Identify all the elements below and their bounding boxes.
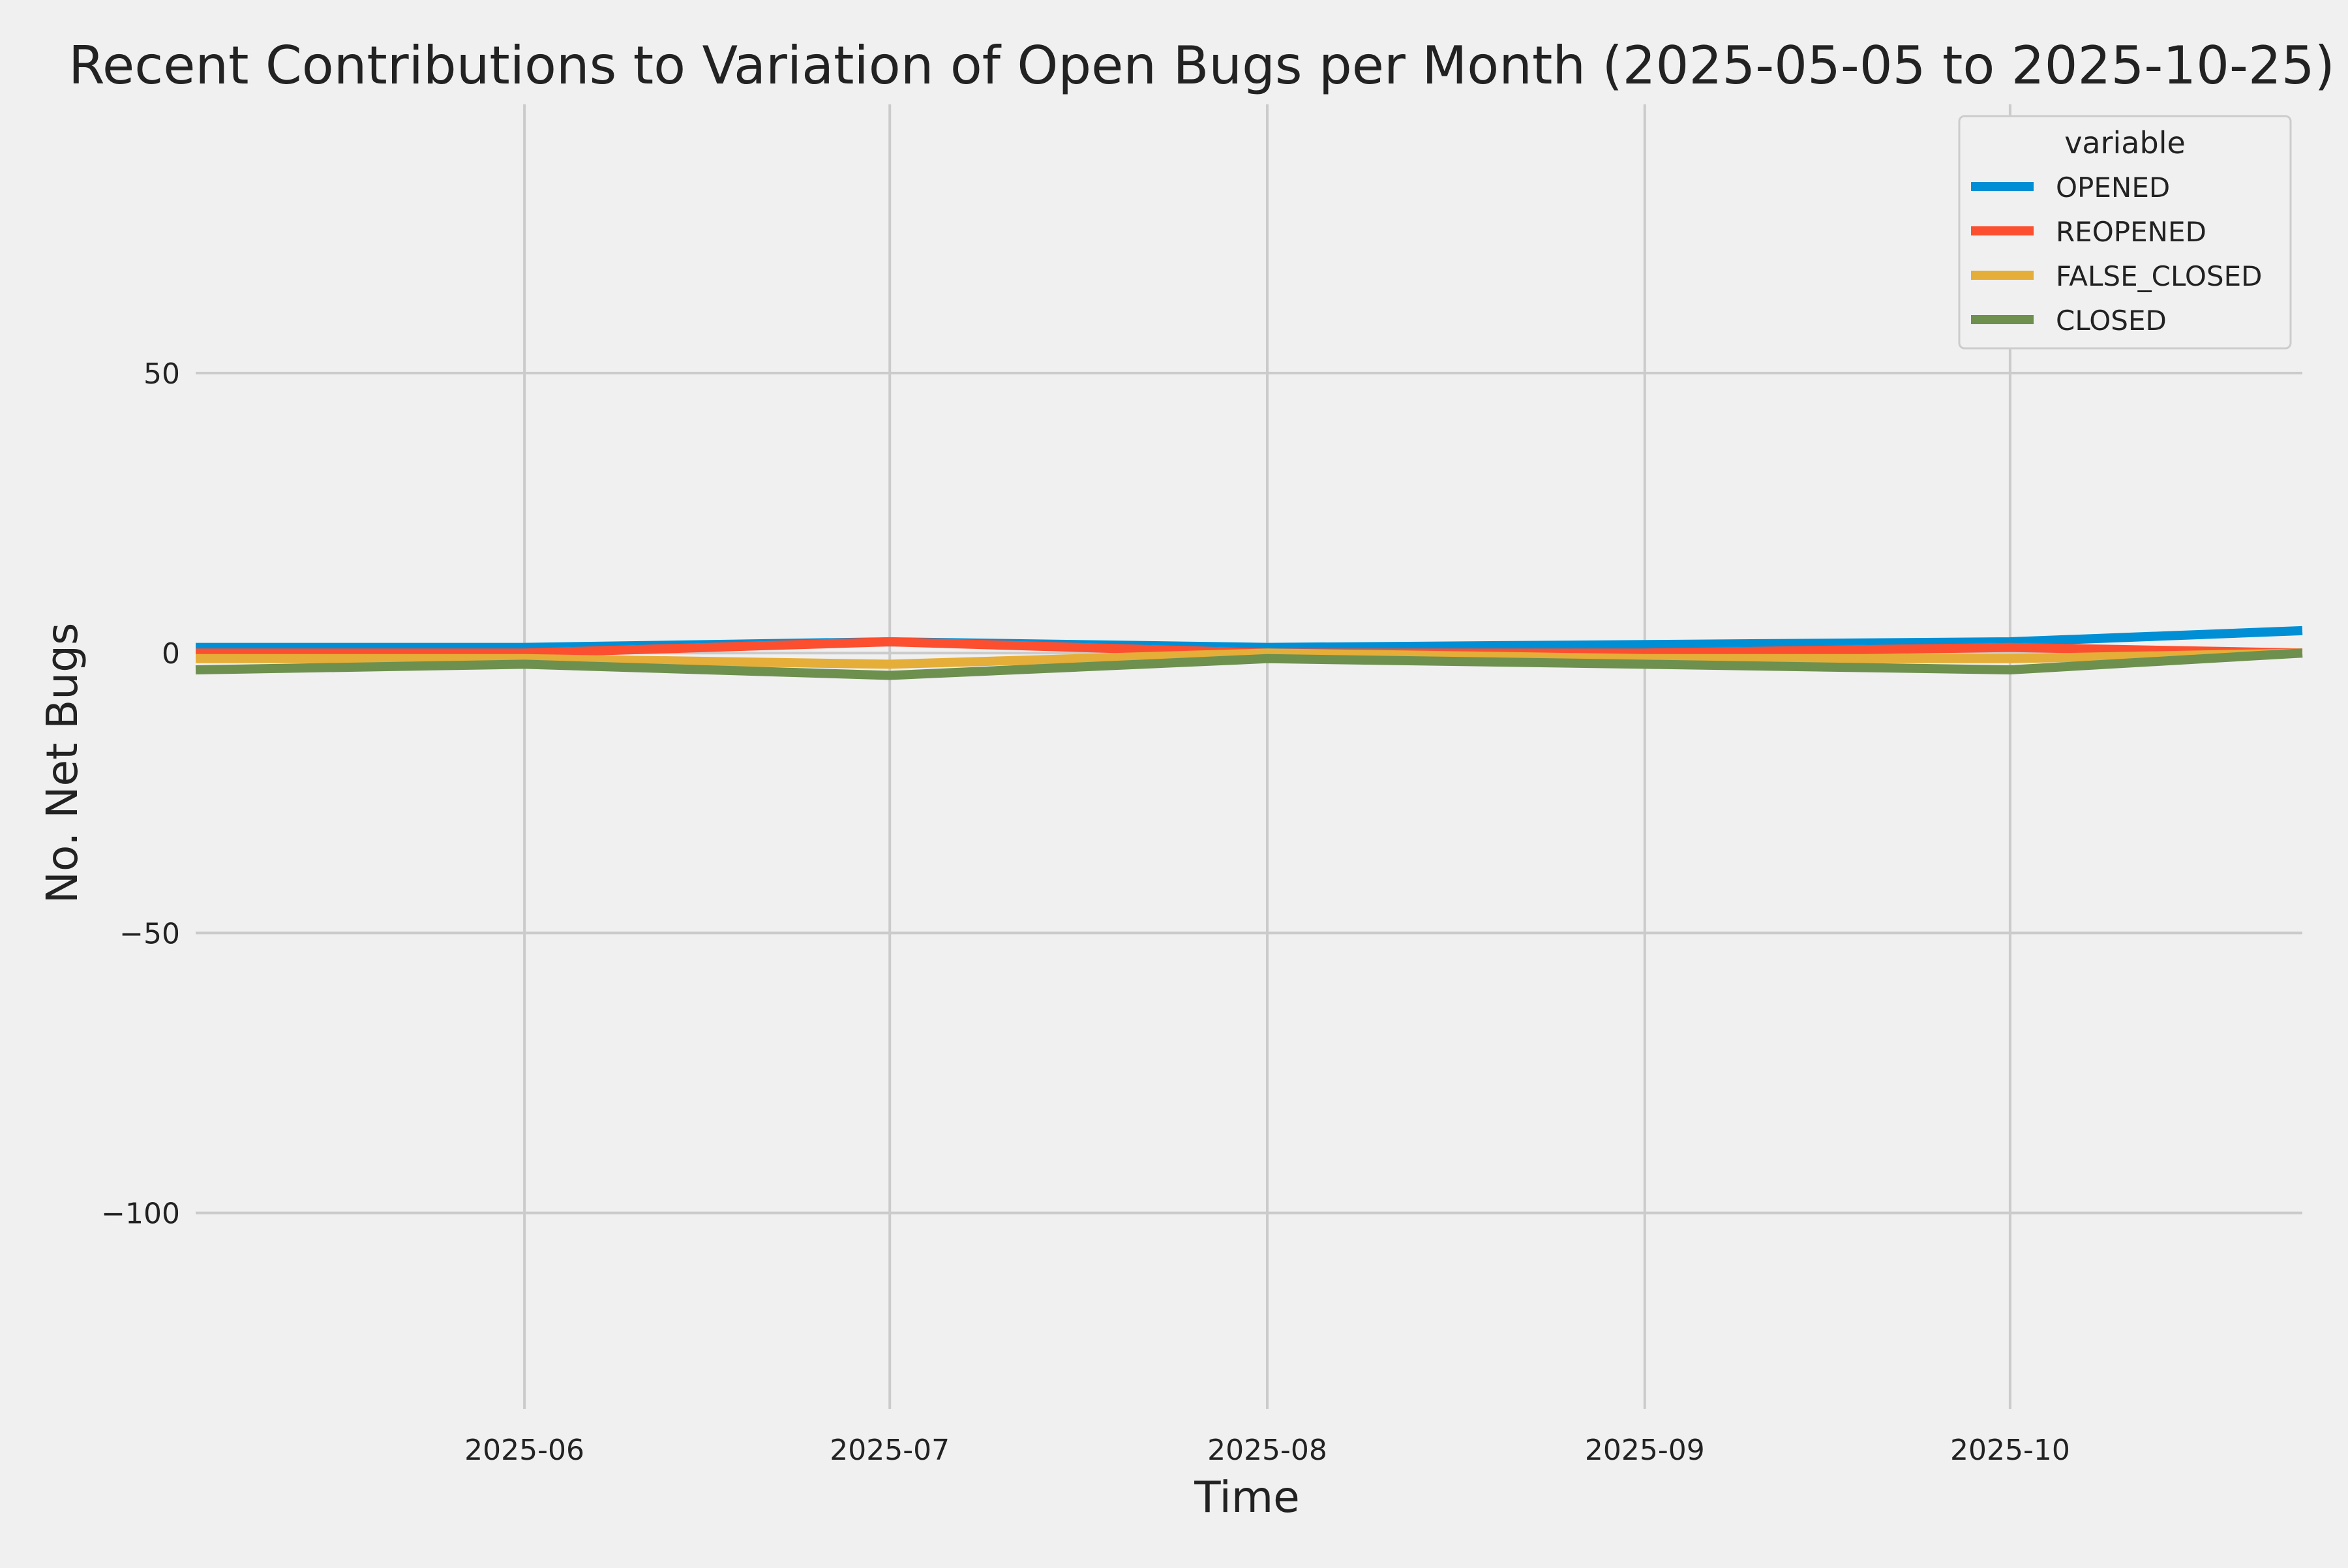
x-tick-label: 2025-06 bbox=[464, 1434, 584, 1467]
series-line-closed bbox=[195, 648, 2303, 680]
y-tick-label: 0 bbox=[162, 637, 180, 671]
legend-title: variable bbox=[2064, 125, 2186, 160]
chart-title: Recent Contributions to Variation of Ope… bbox=[68, 35, 2335, 96]
x-tick-label: 2025-08 bbox=[1207, 1434, 1327, 1467]
x-tick-label: 2025-10 bbox=[1950, 1434, 2070, 1467]
series-line-false-closed bbox=[196, 648, 2303, 669]
legend-label-reopened: REOPENED bbox=[2056, 216, 2206, 248]
x-tick-label: 2025-09 bbox=[1585, 1434, 1705, 1467]
series-line-opened bbox=[196, 626, 2303, 652]
x-axis-label: Time bbox=[1194, 1472, 1300, 1522]
x-tick-label: 2025-07 bbox=[830, 1434, 950, 1467]
x-axis-ticks: 2025-06 2025-07 2025-08 2025-09 2025-10 bbox=[464, 1434, 2070, 1467]
y-axis-label: No. Net Bugs bbox=[37, 623, 87, 904]
legend-label-closed: CLOSED bbox=[2056, 305, 2167, 337]
legend-items: OPENED REOPENED FALSE_CLOSED CLOSED bbox=[1971, 172, 2262, 337]
legend-frame bbox=[1958, 115, 2292, 350]
series-lines bbox=[195, 626, 2303, 680]
legend: variable OPENED REOPENED FALSE_CLOSED CLOSE… bbox=[1958, 115, 2292, 350]
legend-label-opened: OPENED bbox=[2056, 172, 2170, 204]
y-tick-label: 50 bbox=[143, 357, 180, 391]
y-axis-ticks: 50 0 −50 −100 bbox=[101, 357, 180, 1231]
y-tick-label: −100 bbox=[101, 1198, 180, 1231]
y-tick-label: −50 bbox=[119, 917, 180, 950]
legend-label-false-closed: FALSE_CLOSED bbox=[2056, 260, 2262, 292]
